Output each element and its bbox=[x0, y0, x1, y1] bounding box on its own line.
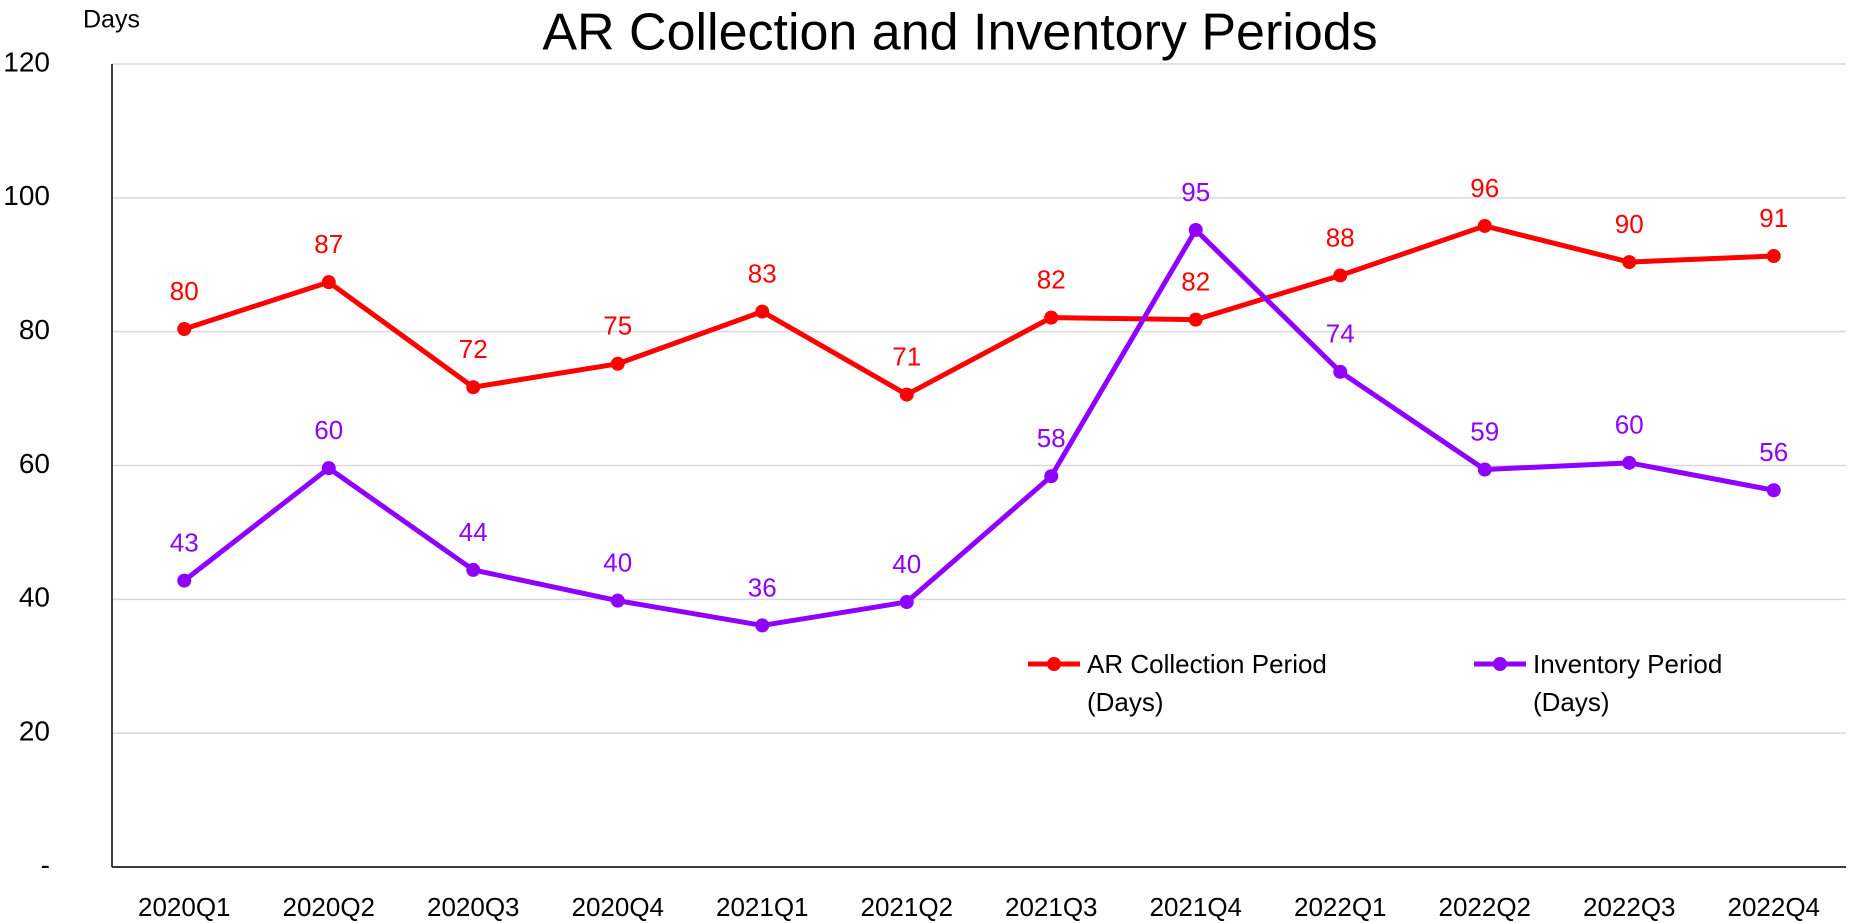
data-label: 90 bbox=[1615, 209, 1644, 239]
data-label: 60 bbox=[314, 415, 343, 445]
series-line bbox=[182, 227, 1775, 628]
y-tick-label: 20 bbox=[19, 716, 50, 747]
data-point bbox=[466, 562, 481, 577]
y-tick-label: 80 bbox=[19, 314, 50, 345]
data-label: 83 bbox=[748, 258, 777, 288]
data-label: 40 bbox=[603, 548, 632, 578]
data-label: 91 bbox=[1759, 203, 1788, 233]
data-point bbox=[1333, 268, 1348, 283]
data-point bbox=[1622, 455, 1637, 470]
x-tick-label: 2022Q3 bbox=[1583, 892, 1676, 922]
data-label: 82 bbox=[1181, 266, 1210, 296]
data-label: 80 bbox=[170, 276, 199, 306]
x-tick-label: 2020Q4 bbox=[571, 892, 664, 922]
data-label: 36 bbox=[748, 572, 777, 602]
y-tick-label: 120 bbox=[3, 46, 50, 77]
x-tick-label: 2020Q2 bbox=[282, 892, 375, 922]
data-point bbox=[1044, 469, 1059, 484]
data-label: 56 bbox=[1759, 437, 1788, 467]
data-point bbox=[321, 461, 336, 476]
data-point bbox=[1766, 483, 1781, 498]
y-tick-label: 60 bbox=[19, 448, 50, 479]
x-tick-label: 2020Q1 bbox=[138, 892, 231, 922]
x-tick-label: 2022Q4 bbox=[1727, 892, 1820, 922]
y-tick-label: 40 bbox=[19, 582, 50, 613]
data-label: 71 bbox=[892, 341, 921, 371]
data-point bbox=[177, 573, 192, 588]
data-label: 43 bbox=[170, 527, 199, 557]
legend-entry: Inventory Period (Days) bbox=[1533, 649, 1723, 717]
data-point bbox=[321, 275, 336, 290]
data-label: 88 bbox=[1326, 222, 1355, 252]
data-point bbox=[1333, 364, 1348, 379]
legend-entry: AR Collection Period (Days) bbox=[1087, 649, 1327, 717]
data-point bbox=[755, 304, 770, 319]
data-label: 60 bbox=[1615, 410, 1644, 440]
data-label: 82 bbox=[1037, 264, 1066, 294]
series-line bbox=[183, 223, 1774, 398]
x-tick-label: 2022Q1 bbox=[1294, 892, 1387, 922]
data-point bbox=[610, 593, 625, 608]
data-label: 44 bbox=[459, 517, 488, 547]
data-point bbox=[1766, 249, 1781, 264]
x-tick-label: 2022Q2 bbox=[1438, 892, 1531, 922]
data-label: 40 bbox=[892, 549, 921, 579]
data-label: 75 bbox=[603, 311, 632, 341]
x-tick-label: 2020Q3 bbox=[427, 892, 520, 922]
x-tick-label: 2021Q4 bbox=[1149, 892, 1242, 922]
data-point bbox=[899, 595, 914, 610]
chart-title: AR Collection and Inventory Periods bbox=[542, 4, 1377, 62]
data-label: 58 bbox=[1037, 423, 1066, 453]
data-point bbox=[177, 321, 192, 336]
data-label: 59 bbox=[1470, 416, 1499, 446]
data-label: 87 bbox=[314, 229, 343, 259]
data-point bbox=[1188, 312, 1203, 327]
y-tick-label: 100 bbox=[3, 180, 50, 211]
x-tick-label: 2021Q3 bbox=[1005, 892, 1098, 922]
data-point bbox=[1477, 218, 1492, 233]
x-tick-label: 2021Q2 bbox=[860, 892, 953, 922]
x-tick-label: 2021Q1 bbox=[716, 892, 809, 922]
data-label: 72 bbox=[459, 334, 488, 364]
legend-marker bbox=[1047, 657, 1061, 671]
data-label: 74 bbox=[1326, 319, 1355, 349]
data-point bbox=[1188, 222, 1203, 237]
y-axis-label: Days bbox=[83, 6, 140, 34]
data-point bbox=[466, 380, 481, 395]
data-point bbox=[899, 387, 914, 402]
data-point bbox=[610, 356, 625, 371]
data-point bbox=[1044, 310, 1059, 325]
data-point bbox=[755, 618, 770, 633]
y-tick-label: - bbox=[41, 849, 50, 880]
data-label: 96 bbox=[1470, 173, 1499, 203]
data-label: 95 bbox=[1181, 177, 1210, 207]
legend-marker bbox=[1493, 657, 1507, 671]
data-point bbox=[1477, 462, 1492, 477]
data-point bbox=[1622, 255, 1637, 270]
